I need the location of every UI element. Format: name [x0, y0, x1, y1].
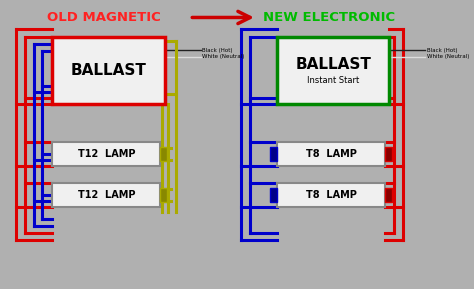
Text: T12  LAMP: T12 LAMP: [78, 190, 135, 200]
Bar: [385, 188, 392, 202]
Text: Black (Hot): Black (Hot): [202, 48, 233, 53]
Bar: [270, 188, 277, 202]
Text: BALLAST: BALLAST: [295, 57, 371, 72]
Text: T8  LAMP: T8 LAMP: [306, 149, 356, 159]
Bar: [160, 147, 167, 161]
Text: T12  LAMP: T12 LAMP: [78, 149, 135, 159]
Text: BALLAST: BALLAST: [71, 63, 146, 78]
Text: T8  LAMP: T8 LAMP: [306, 190, 356, 200]
Bar: [270, 147, 277, 161]
Text: White (Neutral): White (Neutral): [427, 54, 469, 59]
Bar: [277, 183, 385, 207]
Text: White (Neutral): White (Neutral): [202, 54, 245, 59]
Bar: [385, 147, 392, 161]
Bar: [277, 37, 389, 104]
Text: OLD MAGNETIC: OLD MAGNETIC: [47, 11, 161, 24]
Text: NEW ELECTRONIC: NEW ELECTRONIC: [263, 11, 395, 24]
Bar: [277, 142, 385, 166]
Text: Instant Start: Instant Start: [307, 76, 359, 85]
Bar: [160, 188, 167, 202]
Text: Black (Hot): Black (Hot): [427, 48, 457, 53]
Bar: [52, 142, 160, 166]
Bar: [52, 37, 164, 104]
Bar: [52, 183, 160, 207]
